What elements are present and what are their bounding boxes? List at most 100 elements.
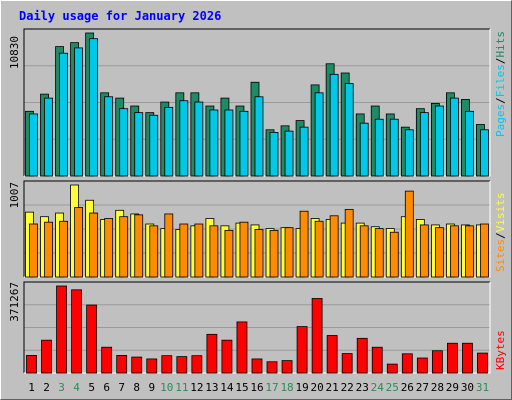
bar-sites-day-14 [224,230,234,278]
bar-pages-day-1 [29,113,38,177]
bar-pages-day-30 [465,110,474,177]
bar-kbytes-day-24 [371,346,383,374]
bar-sites-day-27 [419,224,429,278]
bar-kbytes-day-3 [56,285,67,374]
bar-kbytes-day-8 [131,356,143,374]
bar-pages-day-14 [224,109,234,177]
bar-sites-day-13 [209,225,219,278]
panel-3-max-label: 371267 [8,282,21,322]
bar-kbytes-day-4 [71,289,82,374]
bar-kbytes-day-15 [236,321,248,374]
x-tick-label-day-14: 14 [220,381,234,394]
x-tick-label-day-6: 6 [103,381,110,394]
panel-1-legend-item: / [494,58,507,65]
panel-1-legend-item: / [494,97,507,104]
panel-3-legend: KBytes [494,330,507,370]
x-tick-label-day-8: 8 [133,381,140,394]
bar-sites-day-2 [44,221,53,278]
bar-sites-day-15 [239,221,249,278]
bar-sites-day-23 [359,225,369,278]
panel-3-legend-item: KBytes [494,330,507,370]
x-tick-label-day-15: 15 [235,381,248,394]
x-tick-label-day-21: 21 [326,381,339,394]
bar-kbytes-day-2 [41,339,52,374]
bar-pages-day-5 [89,38,99,177]
bar-kbytes-day-23 [356,337,368,374]
bar-pages-day-24 [374,118,384,177]
panel-2-legend-item: Sites [494,239,507,272]
bar-sites-day-29 [450,225,459,278]
bar-sites-day-1 [29,223,38,278]
x-tick-label-day-12: 12 [190,381,203,394]
panel-border-dark [23,281,490,373]
x-tick-label-day-5: 5 [88,381,95,394]
bar-kbytes-day-28 [431,350,443,374]
bar-kbytes-day-20 [311,298,323,374]
bar-kbytes-day-16 [251,358,263,374]
panel-2-legend-item: / [494,232,507,239]
x-tick-label-day-26: 26 [401,381,414,394]
bar-sites-day-16 [254,229,264,278]
bar-sites-day-24 [374,228,384,278]
bar-kbytes-day-25 [386,363,398,374]
bar-pages-day-9 [149,114,159,177]
bar-pages-day-29 [450,97,459,177]
panel-1-legend-item: Hits [494,31,507,58]
bar-pages-day-15 [239,110,249,177]
bar-sites-day-9 [149,225,159,278]
bar-pages-day-19 [299,126,309,177]
x-tick-label-day-25: 25 [386,381,399,394]
bar-pages-day-31 [480,129,489,177]
bar-pages-day-12 [194,101,204,177]
bar-kbytes-day-14 [221,339,233,374]
bar-kbytes-day-12 [191,355,203,374]
x-tick-label-day-20: 20 [311,381,324,394]
x-tick-label-day-31: 31 [476,381,489,394]
x-tick-label-day-11: 11 [175,381,188,394]
bar-sites-day-3 [59,220,68,278]
bar-pages-day-21 [329,73,339,177]
bar-pages-day-11 [179,100,189,177]
x-tick-label-day-17: 17 [265,381,278,394]
bar-pages-day-4 [74,47,83,177]
x-tick-label-day-1: 1 [28,381,35,394]
bar-pages-day-8 [134,112,144,177]
x-tick-label-day-3: 3 [58,381,65,394]
x-tick-label-day-27: 27 [416,381,429,394]
x-tick-label-day-7: 7 [118,381,125,394]
panel-1-legend-item: Pages [494,104,507,137]
bar-sites-day-31 [480,223,489,278]
bar-pages-day-16 [254,96,264,177]
bar-kbytes-day-21 [326,335,338,374]
bar-kbytes-day-26 [401,353,413,374]
bar-pages-day-6 [104,96,114,177]
bar-pages-day-25 [389,118,399,177]
bar-kbytes-day-29 [447,342,458,374]
x-tick-label-day-29: 29 [446,381,459,394]
bar-sites-day-30 [465,225,474,278]
bar-kbytes-day-17 [266,361,278,374]
bar-pages-day-13 [209,109,219,177]
bar-sites-day-6 [104,218,114,278]
bar-sites-day-19 [299,210,309,278]
bar-pages-day-23 [359,122,369,177]
bar-sites-day-12 [194,223,204,278]
x-tick-label-day-2: 2 [43,381,50,394]
panel-border-dark [23,28,490,176]
bar-sites-day-11 [179,223,189,278]
bar-pages-day-17 [269,132,279,177]
bar-kbytes-day-11 [176,356,188,374]
bar-pages-day-18 [284,130,294,177]
chart-title: Daily usage for January 2026 [19,9,221,23]
panel-1-max-label: 10830 [8,36,21,69]
bar-sites-day-25 [389,231,399,278]
panel-1-legend-item: Files [494,64,507,97]
x-tick-label-day-16: 16 [250,381,263,394]
bar-kbytes-day-30 [462,342,473,374]
bar-pages-day-28 [434,105,444,177]
x-tick-label-day-28: 28 [431,381,444,394]
bar-kbytes-day-9 [146,358,158,374]
bar-sites-day-28 [434,227,444,278]
